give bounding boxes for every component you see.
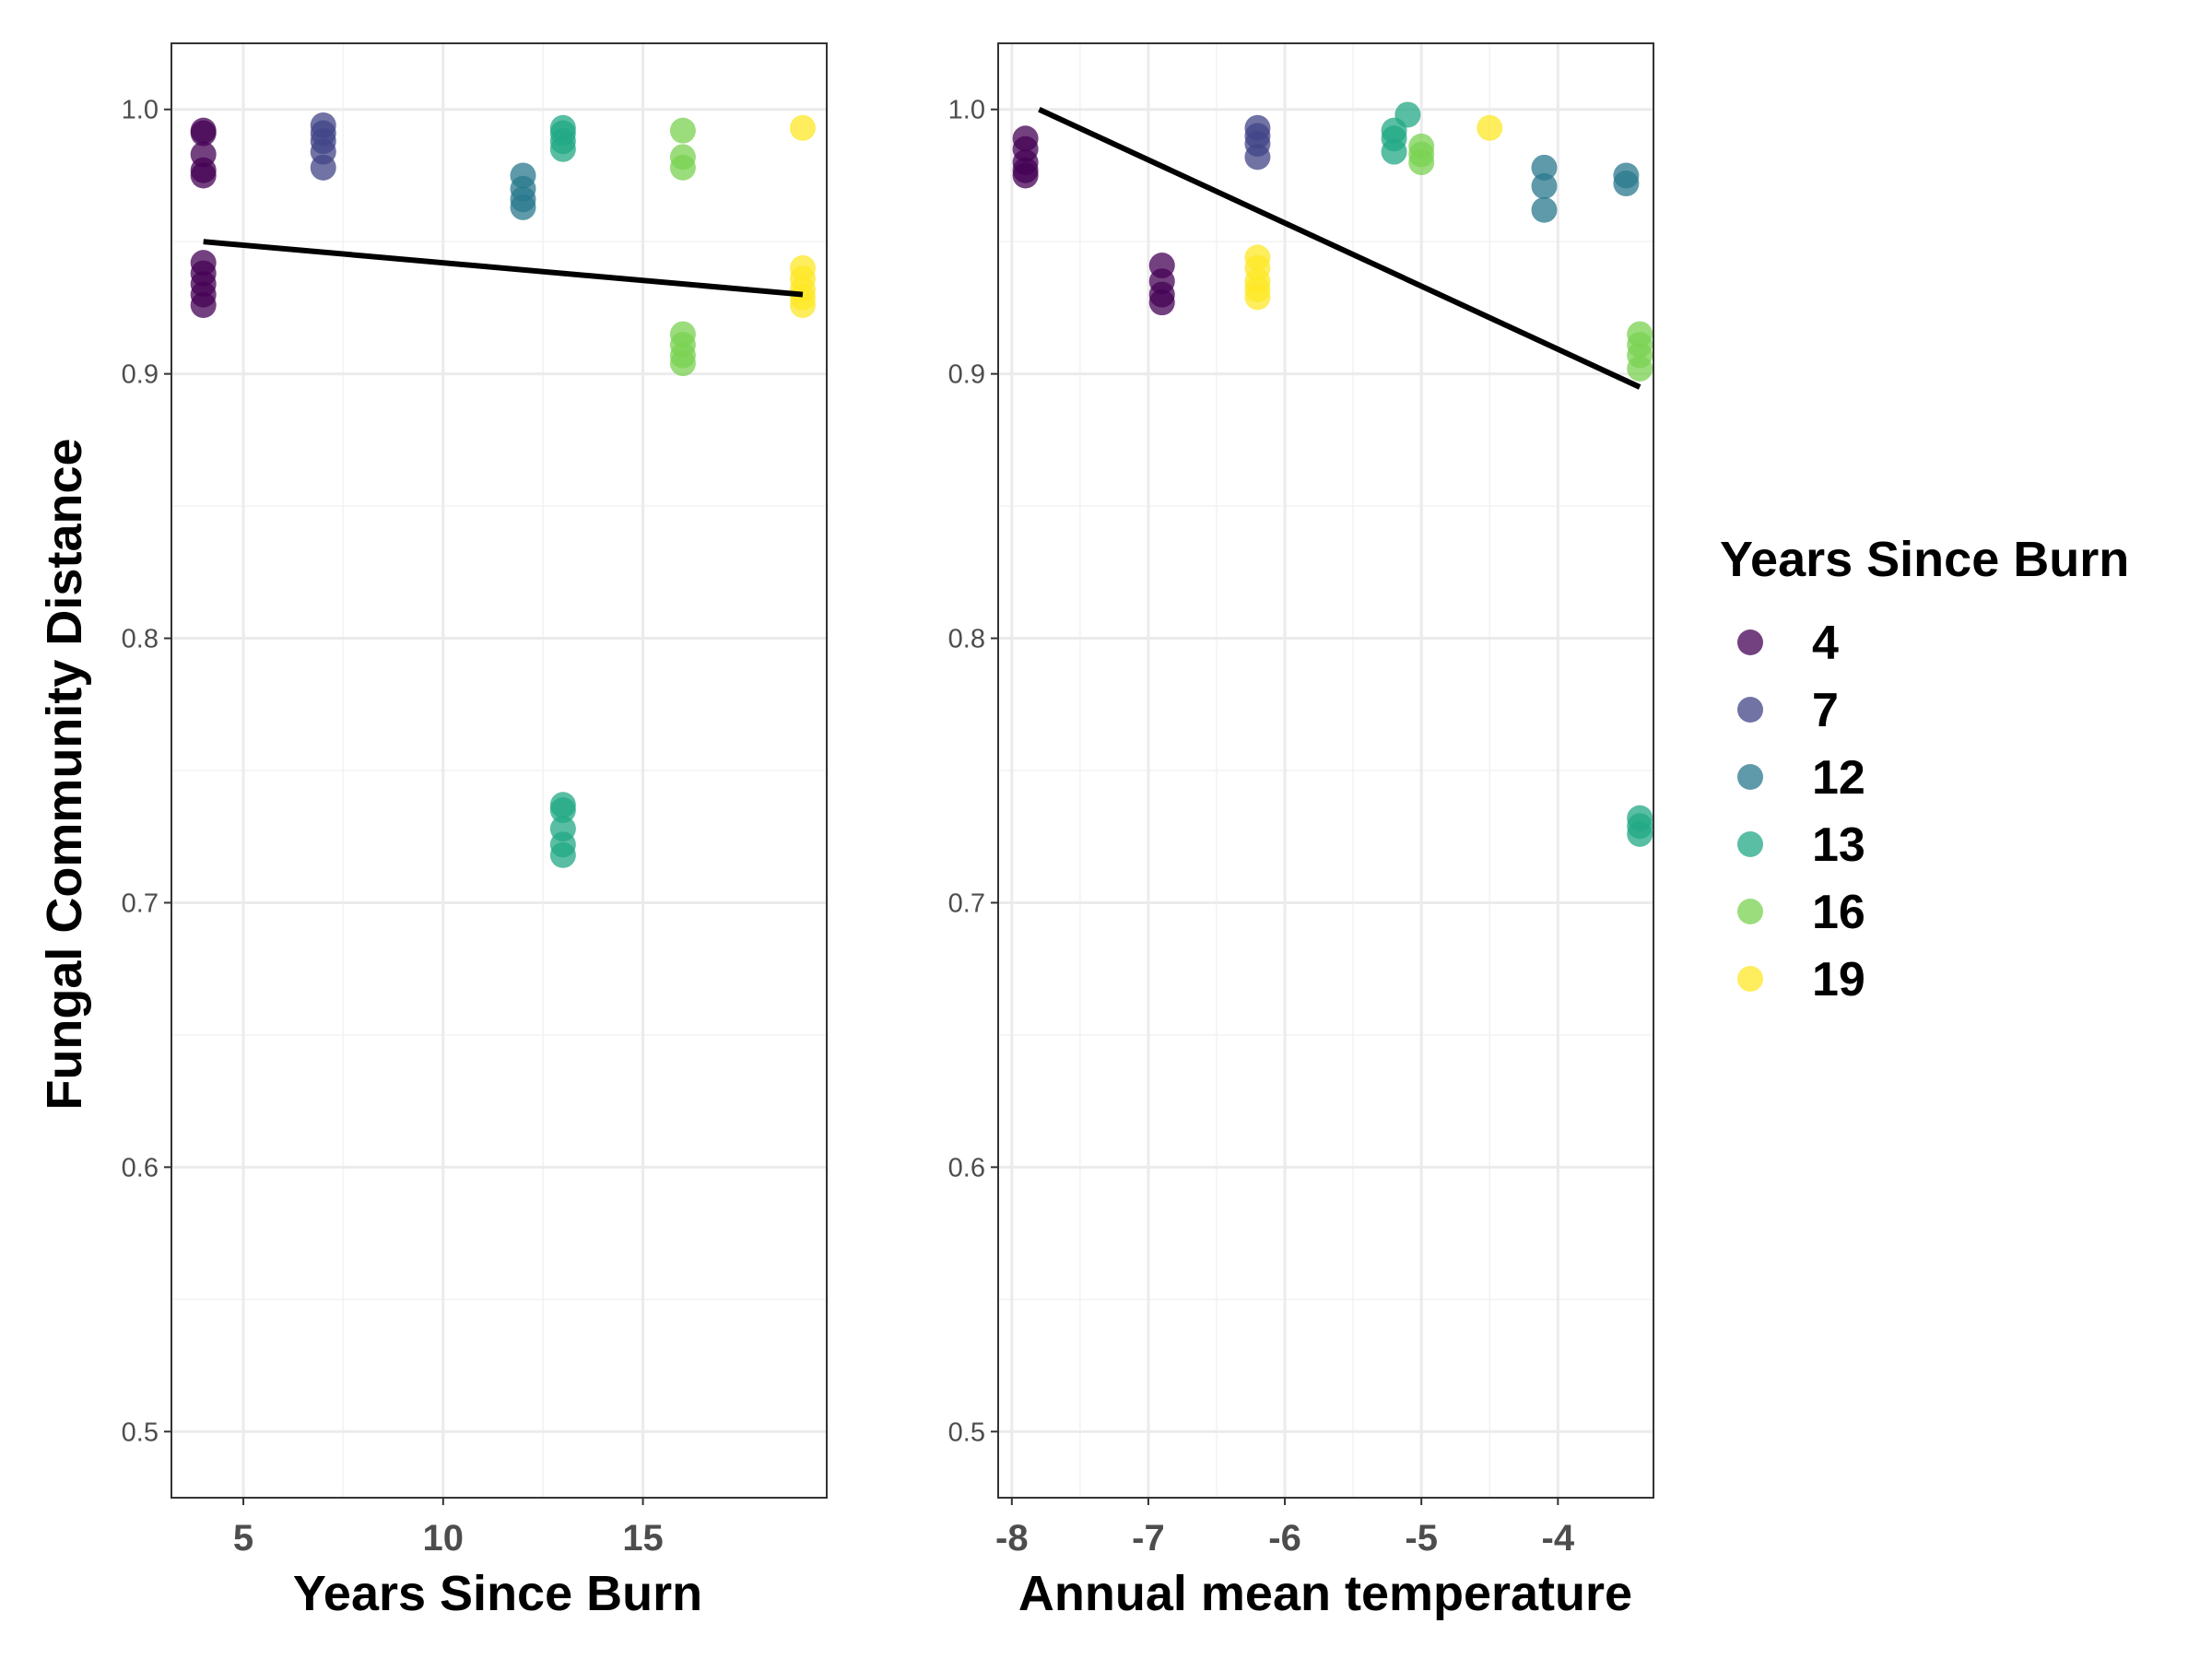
data-point-ysb-16 — [669, 350, 696, 377]
data-point-ysb-7 — [1244, 144, 1271, 171]
data-point-ysb-12 — [1531, 172, 1558, 199]
y-tick-label: 0.5 — [122, 1418, 159, 1447]
data-point-ysb-19 — [789, 292, 816, 319]
x-tick-label: 15 — [622, 1518, 664, 1559]
legend-label-19: 19 — [1812, 953, 1865, 1006]
data-point-ysb-4 — [190, 120, 217, 147]
data-point-ysb-16 — [1627, 355, 1653, 382]
data-point-ysb-12 — [1613, 171, 1640, 197]
legend-key-13 — [1737, 831, 1763, 857]
x-axis-title-years-since-burn: Years Since Burn — [293, 1566, 702, 1621]
y-tick-label: 0.6 — [122, 1153, 159, 1182]
y-tick-label: 0.7 — [948, 888, 985, 918]
x-axis-title-annual-mean-temperature: Annual mean temperature — [1018, 1566, 1632, 1621]
data-point-ysb-19 — [1477, 114, 1503, 141]
data-point-ysb-19 — [789, 114, 816, 141]
data-point-ysb-4 — [190, 292, 217, 319]
data-point-ysb-13 — [1381, 138, 1407, 165]
panel-annual-mean-temperature: 0.5 0.6 0.7 0.8 0.9 1.0 -8 -7 -6 -5 -4 — [948, 42, 1654, 1559]
y-tick-label: 0.5 — [948, 1418, 985, 1447]
data-point-ysb-4 — [1012, 162, 1039, 189]
y-tick-label: 0.8 — [948, 625, 985, 654]
data-point-ysb-16 — [1408, 149, 1435, 176]
data-point-ysb-19 — [1244, 284, 1271, 311]
legend-key-7 — [1737, 697, 1763, 723]
y-tick-label: 0.7 — [122, 888, 159, 918]
y-tick-label: 0.9 — [122, 360, 159, 390]
panel-border — [997, 42, 1654, 1499]
x-tick-label: 10 — [423, 1518, 465, 1559]
legend-label-7: 7 — [1812, 684, 1839, 737]
legend-key-16 — [1737, 899, 1763, 924]
data-point-ysb-13 — [1627, 820, 1653, 847]
legend-label-13: 13 — [1812, 818, 1865, 872]
data-point-ysb-7 — [310, 154, 336, 181]
x-tick-label: -7 — [1132, 1518, 1165, 1559]
y-tick-label: 1.0 — [122, 96, 159, 125]
data-point-ysb-12 — [1531, 196, 1558, 223]
y-tick-label: 0.6 — [948, 1153, 985, 1182]
legend-title: Years Since Burn — [1720, 532, 2129, 587]
legend-label-16: 16 — [1812, 886, 1865, 939]
trend-line — [203, 239, 804, 298]
data-point-ysb-13 — [1394, 101, 1421, 128]
x-tick-label: -5 — [1405, 1518, 1438, 1559]
data-point-ysb-12 — [510, 194, 536, 220]
data-point-ysb-13 — [549, 841, 576, 868]
data-point-ysb-13 — [549, 135, 576, 162]
legend-label-12: 12 — [1812, 751, 1865, 805]
panel-border — [171, 42, 828, 1499]
y-tick-label: 0.9 — [948, 360, 985, 390]
legend-label-4: 4 — [1812, 617, 1839, 670]
data-point-ysb-4 — [1148, 289, 1175, 316]
x-tick-label: -8 — [995, 1518, 1029, 1559]
data-point-ysb-16 — [669, 117, 696, 144]
legend-key-4 — [1737, 629, 1763, 655]
legend-key-12 — [1737, 764, 1763, 790]
legend-key-19 — [1737, 966, 1763, 992]
legend: Years Since Burn 4 7 12 13 16 19 — [1720, 532, 2129, 1006]
panel-years-since-burn: 0.5 0.6 0.7 0.8 0.9 1.0 5 10 15 — [122, 42, 828, 1559]
data-point-ysb-13 — [549, 797, 576, 824]
data-point-ysb-16 — [669, 154, 696, 181]
trend-line — [1038, 107, 1641, 390]
x-tick-label: 5 — [233, 1518, 253, 1559]
data-point-ysb-4 — [190, 162, 217, 189]
x-tick-label: -4 — [1542, 1518, 1575, 1559]
data-point-ysb-12 — [1531, 154, 1558, 181]
y-axis-title: Fungal Community Distance — [37, 438, 92, 1110]
y-tick-label: 0.8 — [122, 625, 159, 654]
y-tick-label: 1.0 — [948, 96, 985, 125]
x-tick-label: -6 — [1268, 1518, 1301, 1559]
